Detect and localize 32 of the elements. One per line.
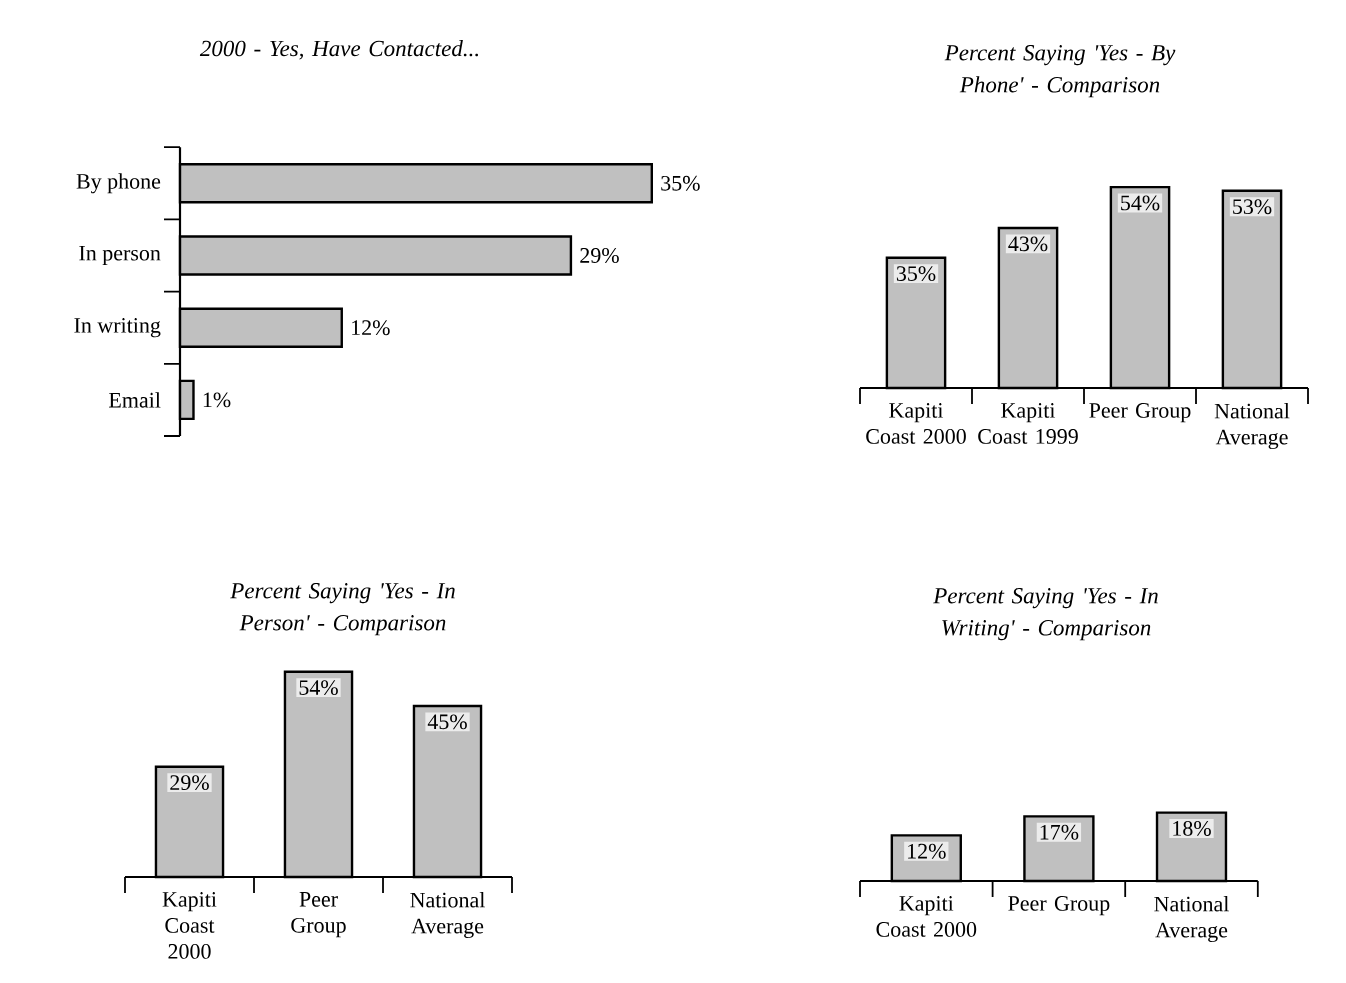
data-label: 43% [1008,236,1048,252]
chart-title: Percent Saying 'Yes - By Phone' - Comparison [944,45,1176,98]
data-label: 29% [170,775,209,791]
data-label: 54% [1121,195,1160,211]
data-label: 35% [896,266,936,282]
y-tick-label: In person [79,245,161,266]
y-tick-label: In writing [74,318,161,338]
x-tick-label: Kapiti Coast 2000 [162,892,217,959]
x-tick-label: National Average [1214,403,1290,450]
x-tick-label: Kapiti Coast 1999 [978,403,1078,444]
chart-title: 2000 - Yes, Have Contacted... [199,40,479,60]
chart-title: Percent Saying 'Yes - In Person' - Comparison [230,583,455,636]
y-tick-label: By phone [76,173,161,194]
x-tick-label: Peer Group [1008,896,1110,916]
data-label: 12% [908,843,946,859]
data-label: 18% [1173,821,1211,836]
y-tick-label: Email [109,392,161,408]
data-label: 53% [1233,199,1272,215]
data-label: 12% [352,320,390,336]
data-label: 45% [427,714,467,730]
x-tick-label: Kapiti Coast 2000 [876,896,977,937]
x-tick-label: National Average [410,892,485,939]
data-label: 54% [299,680,338,696]
data-label: 35% [661,175,700,191]
data-label: 29% [580,248,619,263]
x-tick-label: Kapiti Coast 2000 [866,403,966,444]
chart-title: Percent Saying 'Yes - In Writing' - Comparison [933,588,1158,641]
data-label: 17% [1040,824,1079,840]
x-tick-label: Peer Group [1089,403,1191,423]
x-tick-label: National Average [1154,896,1229,943]
data-label: 1% [203,392,231,408]
x-tick-label: Peer Group [291,892,346,938]
